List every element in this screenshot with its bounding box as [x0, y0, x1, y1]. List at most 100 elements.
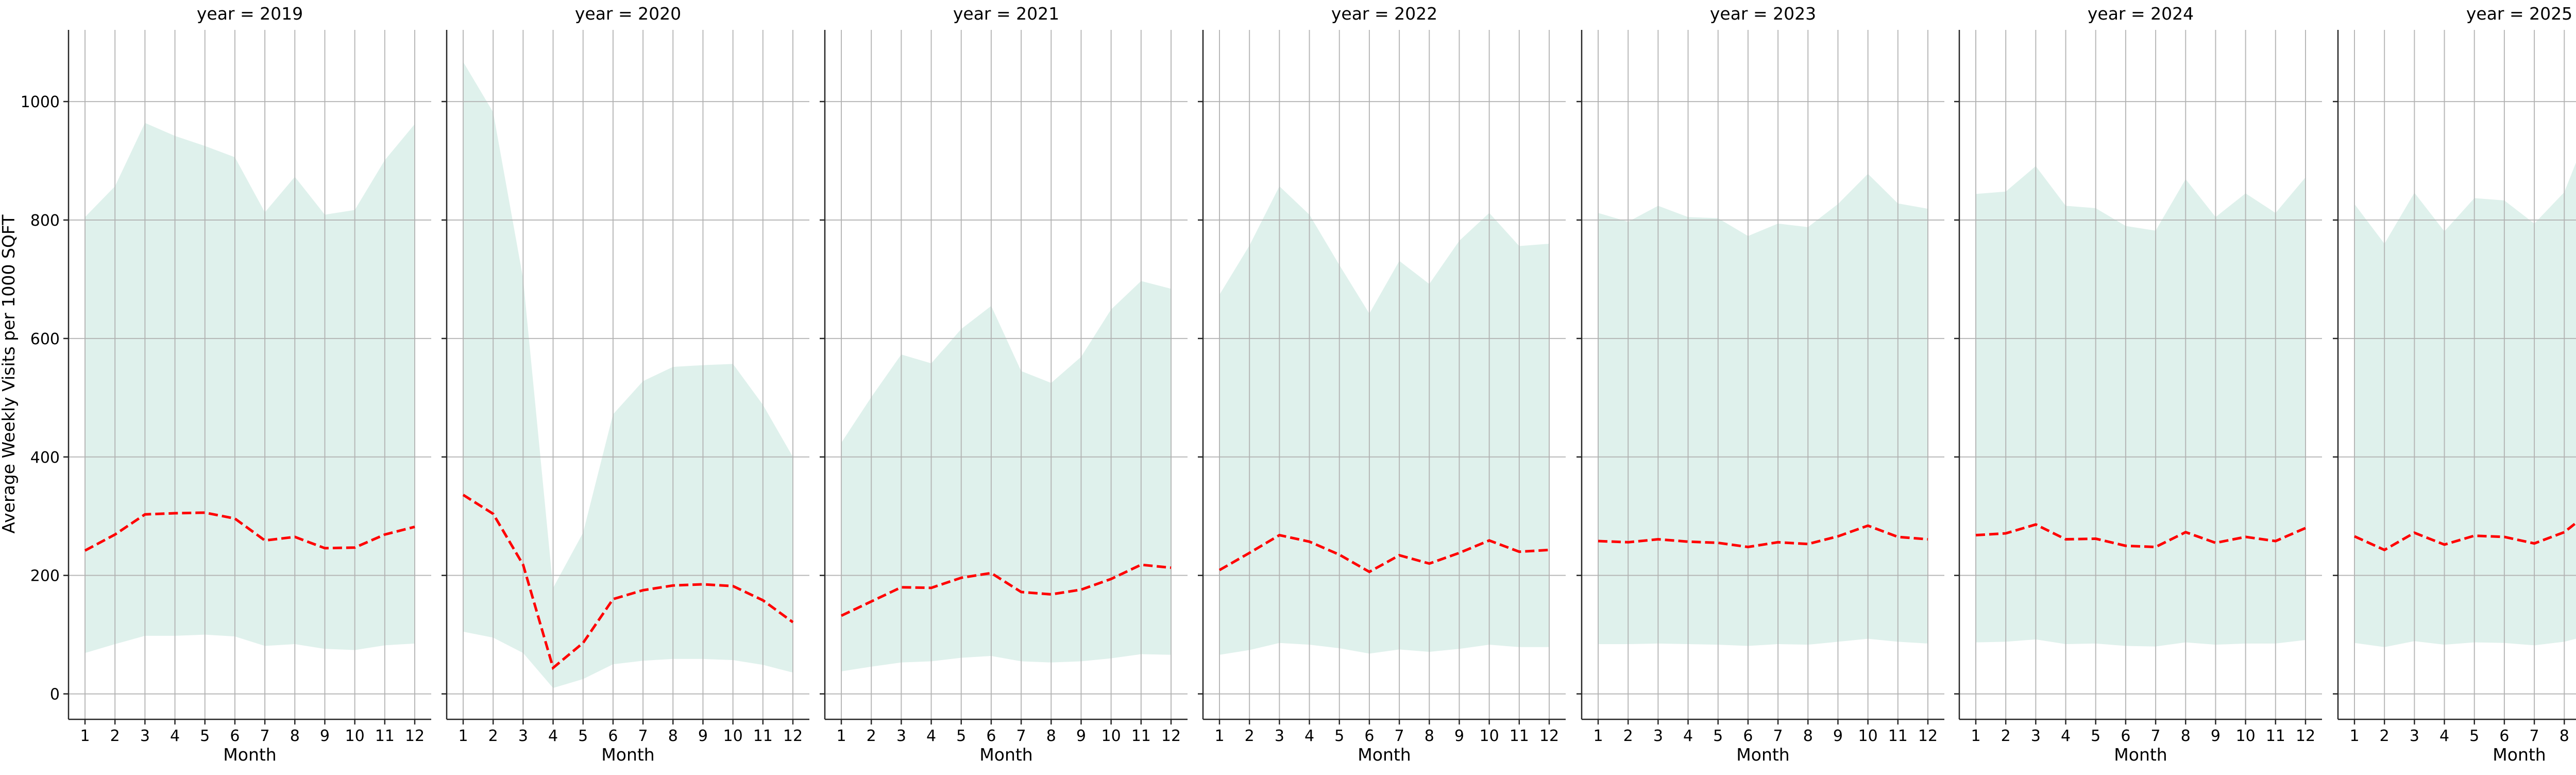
x-tick-label: 1: [2349, 727, 2359, 745]
median-line: [1598, 524, 1928, 549]
x-tick-label: 8: [290, 727, 300, 745]
x-tick-label: 12: [1539, 727, 1559, 745]
x-tick-label: 12: [405, 727, 425, 745]
x-tick-label: 3: [2410, 727, 2419, 745]
x-tick-label: 3: [518, 727, 528, 745]
x-tick-label: 1: [1971, 727, 1980, 745]
x-tick-label: 6: [986, 727, 996, 745]
x-tick-label: 1: [836, 727, 846, 745]
x-tick-label: 10: [1101, 727, 1121, 745]
x-tick-label: 3: [896, 727, 906, 745]
x-tick-label: 2: [488, 727, 498, 745]
x-axis-label: Month: [2493, 745, 2546, 765]
x-tick-label: 6: [2121, 727, 2130, 745]
y-tick-label: 400: [30, 449, 60, 467]
median-line: [462, 494, 794, 670]
x-tick-label: 2: [1245, 727, 1255, 745]
x-tick-label: 6: [1364, 727, 1374, 745]
x-tick-label: 7: [1395, 727, 1404, 745]
x-tick-label: 2: [110, 727, 120, 745]
x-tick-label: 7: [2151, 727, 2161, 745]
x-tick-label: 1: [1593, 727, 1603, 745]
panel-title: year = 2019: [197, 4, 303, 24]
interquartile-band: [85, 123, 415, 653]
x-tick-label: 6: [608, 727, 618, 745]
x-tick-label: 7: [1016, 727, 1026, 745]
x-tick-label: 8: [668, 727, 678, 745]
interquartile-band: [463, 62, 793, 688]
x-tick-label: 11: [1888, 727, 1908, 745]
interquartile-band: [1219, 186, 1549, 655]
x-tick-label: 4: [926, 727, 936, 745]
x-tick-label: 4: [1304, 727, 1314, 745]
panel-title: year = 2023: [1710, 4, 1816, 24]
x-tick-label: 3: [2031, 727, 2041, 745]
x-tick-label: 12: [783, 727, 803, 745]
x-tick-label: 7: [2530, 727, 2539, 745]
y-axis-label: Average Weekly Visits per 1000 SQFT: [0, 214, 19, 534]
x-tick-label: 5: [1334, 727, 1344, 745]
interquartile-band: [841, 281, 1171, 671]
panel-title: year = 2020: [575, 4, 681, 24]
interquartile-band: [1976, 166, 2306, 647]
x-tick-label: 8: [1803, 727, 1813, 745]
y-tick-label: 200: [30, 567, 60, 585]
x-axis-label: Month: [2114, 745, 2167, 765]
panel-title: year = 2025: [2466, 4, 2572, 24]
x-tick-label: 2: [2001, 727, 2011, 745]
y-tick-label: 800: [30, 212, 60, 230]
x-axis-label: Month: [1358, 745, 1411, 765]
x-axis-label: Month: [601, 745, 654, 765]
panel-title: year = 2024: [2088, 4, 2194, 24]
x-tick-label: 8: [2181, 727, 2191, 745]
x-tick-label: 11: [2266, 727, 2285, 745]
x-tick-label: 6: [230, 727, 240, 745]
interquartile-band: [2354, 162, 2576, 647]
x-tick-label: 9: [1833, 727, 1843, 745]
x-tick-label: 12: [1161, 727, 1181, 745]
x-axis-label: Month: [1736, 745, 1789, 765]
x-tick-label: 4: [170, 727, 180, 745]
x-axis-label: Month: [979, 745, 1032, 765]
x-tick-label: 5: [1713, 727, 1723, 745]
x-tick-label: 7: [260, 727, 270, 745]
x-tick-label: 11: [753, 727, 773, 745]
x-tick-label: 3: [1275, 727, 1284, 745]
median-line: [1975, 523, 2306, 549]
x-tick-label: 10: [345, 727, 365, 745]
x-tick-label: 2: [867, 727, 876, 745]
interquartile-band: [1598, 174, 1928, 646]
x-tick-label: 5: [200, 727, 210, 745]
x-tick-label: 1: [458, 727, 468, 745]
x-tick-label: 12: [1918, 727, 1938, 745]
x-tick-label: 11: [1510, 727, 1529, 745]
x-tick-label: 1: [80, 727, 90, 745]
x-tick-label: 9: [1076, 727, 1086, 745]
x-tick-label: 10: [1480, 727, 1499, 745]
facet-panel-2025: year = 2025123456789101112Month: [2333, 4, 2576, 765]
panel-title: year = 2021: [953, 4, 1059, 24]
x-tick-label: 12: [2296, 727, 2315, 745]
x-tick-label: 7: [638, 727, 648, 745]
x-tick-label: 9: [1454, 727, 1464, 745]
x-tick-label: 6: [2499, 727, 2509, 745]
x-tick-label: 1: [1214, 727, 1224, 745]
x-tick-label: 3: [1653, 727, 1663, 745]
x-tick-label: 5: [2469, 727, 2479, 745]
x-tick-label: 10: [2236, 727, 2256, 745]
x-tick-label: 5: [2091, 727, 2100, 745]
x-tick-label: 8: [2560, 727, 2569, 745]
x-tick-label: 9: [2211, 727, 2221, 745]
x-tick-label: 2: [2380, 727, 2389, 745]
x-tick-label: 10: [1858, 727, 1878, 745]
x-tick-label: 8: [1046, 727, 1056, 745]
median-line: [84, 511, 415, 552]
x-tick-label: 8: [1425, 727, 1434, 745]
y-tick-label: 0: [50, 686, 60, 704]
